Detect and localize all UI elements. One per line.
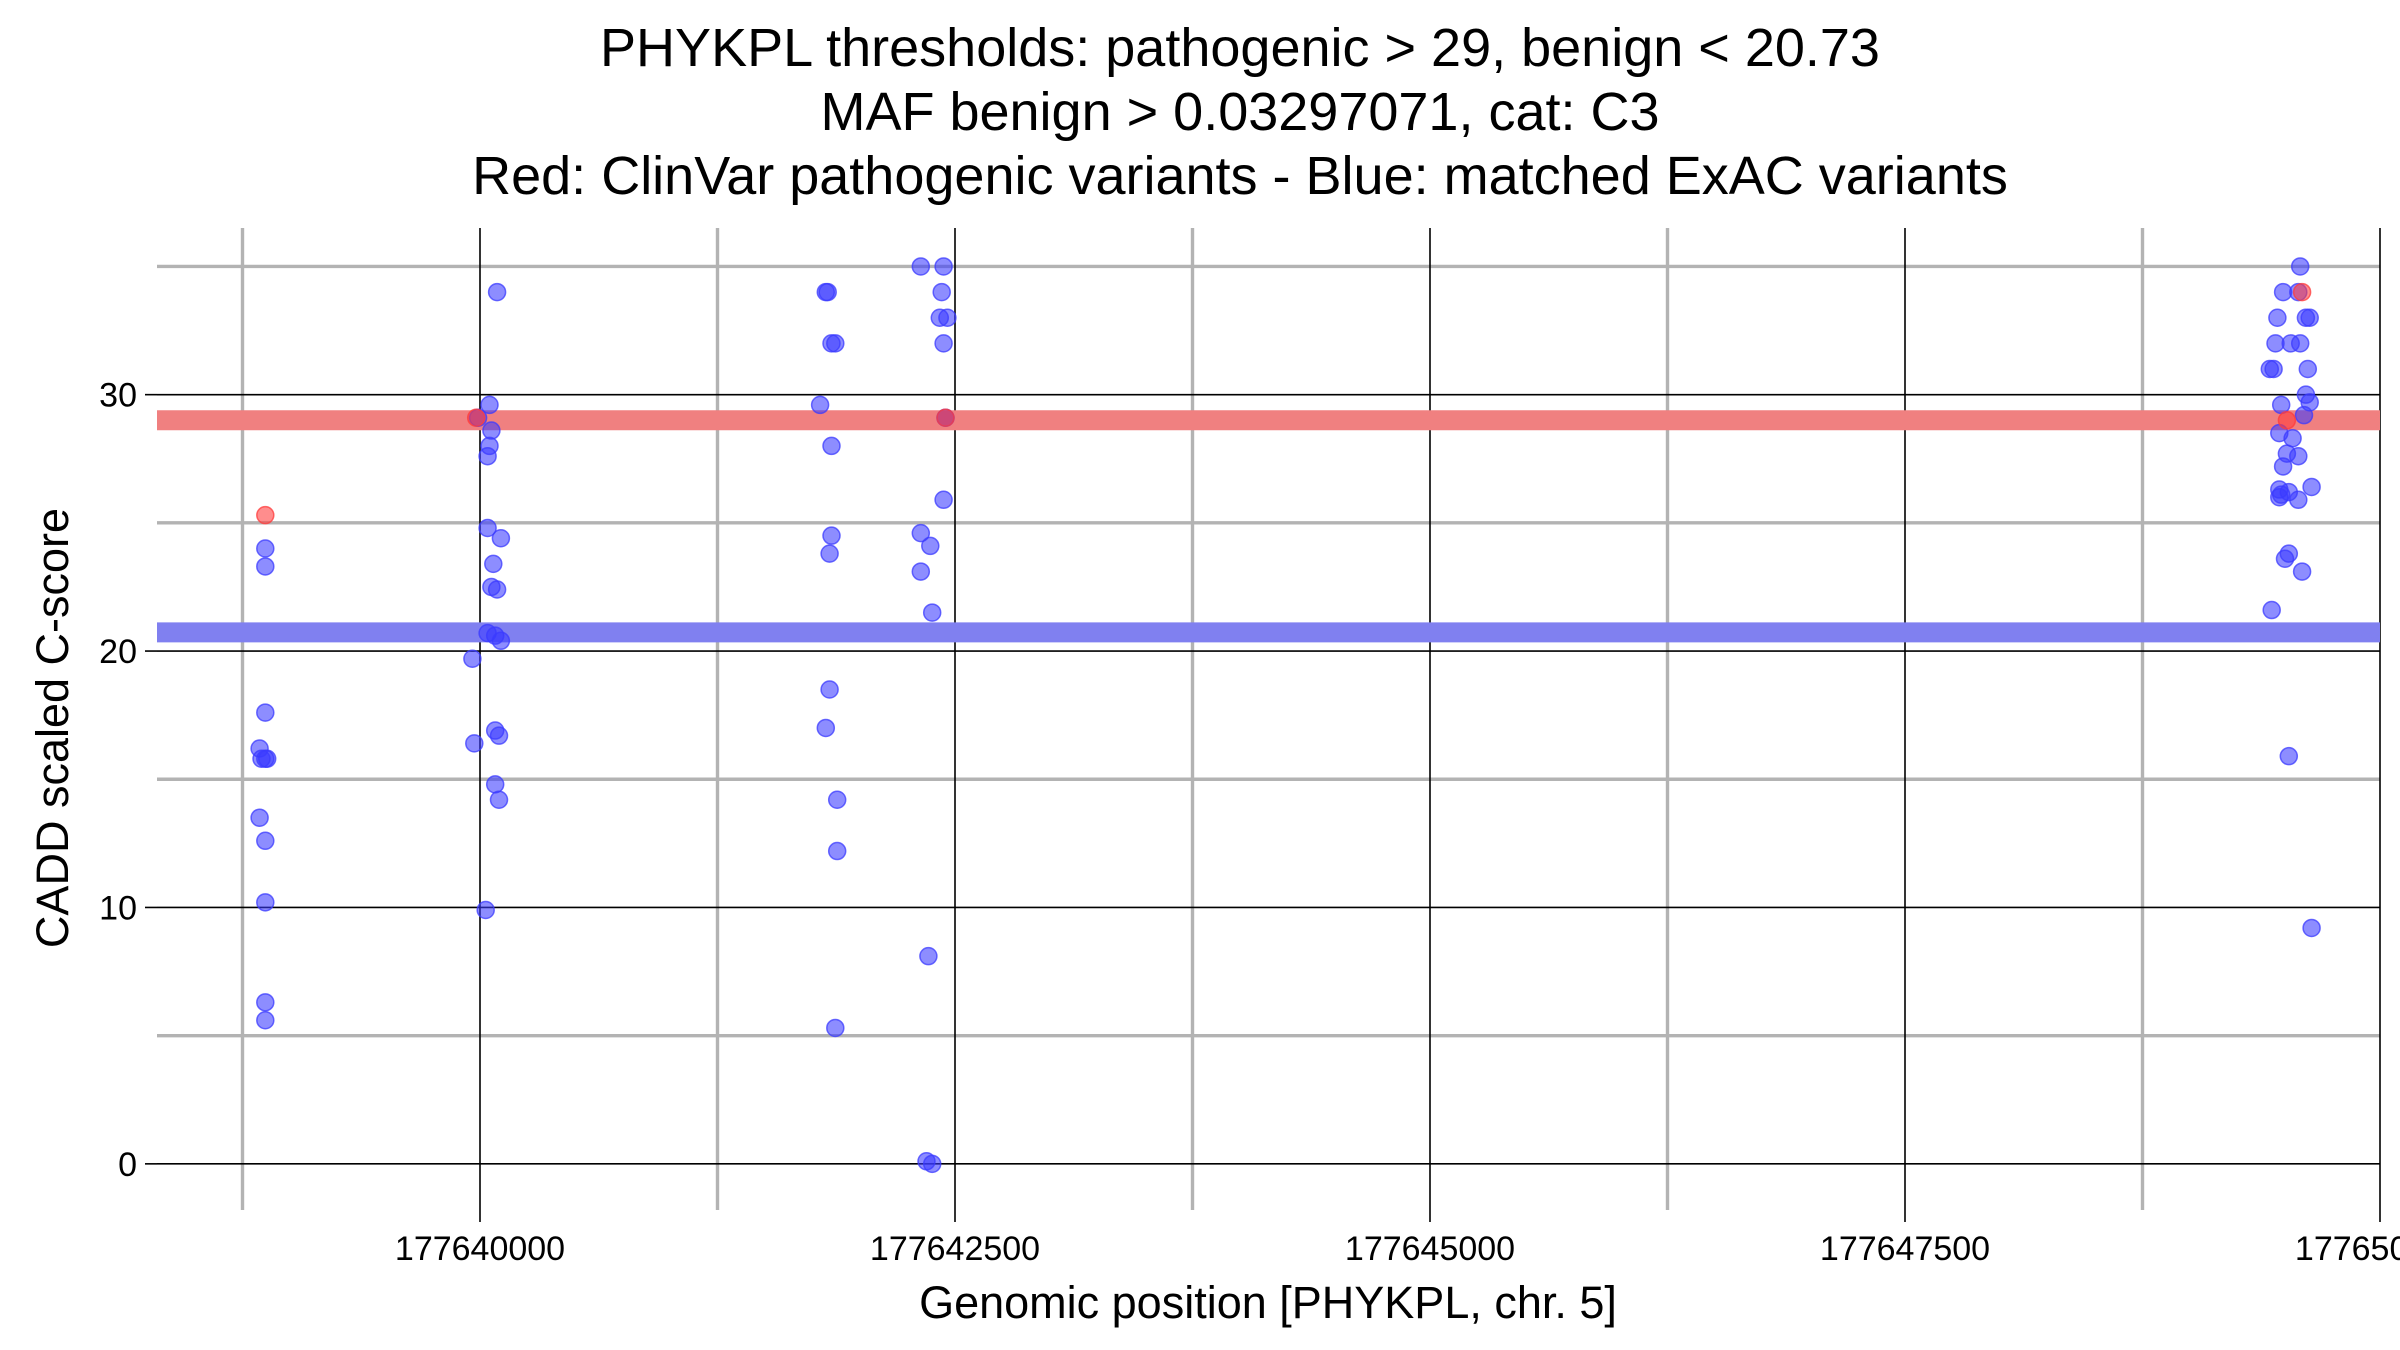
exac-matched-point <box>2279 746 2299 766</box>
exac-matched-point <box>465 734 484 753</box>
exac-matched-point <box>911 523 931 543</box>
exac-matched-point <box>827 841 847 861</box>
exac-matched-point <box>2292 562 2312 581</box>
exac-matched-point <box>476 900 495 920</box>
exac-matched-point <box>2275 549 2295 569</box>
exac-matched-point <box>2283 428 2302 448</box>
x-tick-label: 177640000 <box>395 1230 565 1268</box>
exac-matched-point <box>256 557 275 576</box>
exac-matched-point <box>820 680 839 699</box>
clinvar-pathogenic-point <box>2277 411 2297 430</box>
exac-matched-point <box>919 946 938 966</box>
exac-matched-point <box>489 726 509 745</box>
x-tick-label: 177650000 <box>2295 1230 2400 1268</box>
y-axis: 0 10 20 30 <box>99 377 157 1184</box>
chart-title-line-3: Red: ClinVar pathogenic variants - Blue:… <box>472 146 2008 206</box>
exac-matched-point <box>934 334 953 353</box>
x-tick-label: 177642500 <box>870 1230 1040 1268</box>
x-tick-label: 177645000 <box>1345 1230 1515 1268</box>
exac-matched-point <box>2298 359 2318 379</box>
exac-matched-point <box>2290 257 2310 276</box>
chart-title: PHYKPL thresholds: pathogenic > 29, beni… <box>472 18 2008 206</box>
exac-matched-point <box>922 603 942 622</box>
exac-matched-point <box>938 308 957 327</box>
exac-matched-point <box>2289 446 2308 466</box>
clinvar-pathogenic-point <box>936 408 955 427</box>
exac-matched-point <box>2302 918 2321 938</box>
exac-matched-point <box>932 282 951 302</box>
exac-matched-point <box>256 893 275 912</box>
exac-matched-point <box>491 631 511 651</box>
exac-matched-point <box>2268 308 2287 327</box>
clinvar-pathogenic-point <box>466 408 486 427</box>
x-axis: 177640000 177642500 177645000 177647500 1776… <box>395 1210 2400 1268</box>
exac-matched-point <box>2302 477 2321 497</box>
exac-matched-point <box>911 562 931 581</box>
x-tick-label: 177647500 <box>1820 1230 1990 1268</box>
exac-matched-point <box>922 1154 942 1174</box>
exac-matched-point <box>487 580 507 599</box>
exac-matched-point <box>484 554 503 574</box>
clinvar-pathogenic-point <box>256 505 275 525</box>
exac-matched-point <box>485 775 505 794</box>
exac-matched-point <box>2270 487 2289 507</box>
data-points <box>250 257 2321 1174</box>
exac-matched-point <box>820 544 839 563</box>
exac-matched-point <box>934 257 953 276</box>
exac-matched-point <box>2273 457 2293 476</box>
exac-matched-point <box>463 649 482 668</box>
exac-matched-point <box>816 718 836 738</box>
exac-matched-point <box>256 831 275 851</box>
x-axis-title: Genomic position [PHYKPL, chr. 5] <box>919 1277 1617 1328</box>
exac-matched-point <box>478 518 497 538</box>
exac-matched-point <box>810 395 830 415</box>
threshold-bands <box>157 410 2380 643</box>
exac-matched-point <box>487 282 507 302</box>
y-axis-title: CADD scaled C-score <box>27 508 78 948</box>
chart-title-line-1: PHYKPL thresholds: pathogenic > 29, beni… <box>600 18 1880 78</box>
exac-matched-point <box>478 446 497 466</box>
exac-matched-point <box>250 808 269 827</box>
exac-matched-point <box>826 1018 845 1038</box>
exac-matched-point <box>2300 308 2319 327</box>
exac-matched-point <box>256 703 275 722</box>
exac-matched-point <box>2289 490 2308 510</box>
exac-matched-point <box>822 526 841 545</box>
exac-matched-point <box>256 1011 275 1030</box>
exac-matched-point <box>934 490 953 510</box>
major-gridlines <box>157 228 2381 1210</box>
exac-matched-point <box>818 282 837 302</box>
exac-matched-point <box>480 395 499 415</box>
exac-matched-point <box>921 536 940 556</box>
y-tick-label: 0 <box>118 1146 137 1184</box>
exac-matched-point <box>491 528 511 548</box>
y-tick-label: 20 <box>99 633 137 671</box>
chart-title-line-2: MAF benign > 0.03297071, cat: C3 <box>820 82 1659 142</box>
exac-matched-point <box>822 436 841 456</box>
exac-matched-point <box>911 257 931 276</box>
exac-matched-point <box>256 539 275 558</box>
exac-matched-point <box>2262 600 2281 620</box>
exac-matched-point <box>2290 334 2310 353</box>
minor-gridlines <box>157 228 2380 1210</box>
exac-matched-point <box>2294 405 2314 425</box>
exac-matched-point <box>2271 395 2291 415</box>
exac-matched-point <box>826 334 845 353</box>
clinvar-pathogenic-point <box>2292 282 2312 302</box>
exac-matched-point <box>489 790 509 810</box>
exac-matched-point <box>257 749 277 768</box>
exac-matched-point <box>482 421 501 440</box>
y-tick-label: 30 <box>99 377 137 415</box>
y-tick-label: 10 <box>99 889 137 927</box>
exac-matched-point <box>827 790 847 810</box>
exac-matched-point <box>2264 359 2283 379</box>
exac-matched-point <box>256 993 275 1012</box>
